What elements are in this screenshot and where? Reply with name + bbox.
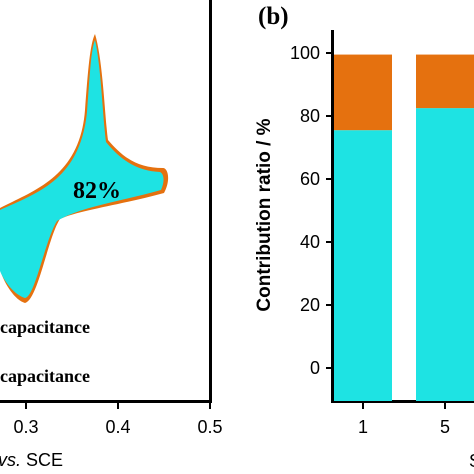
bar-capacitive xyxy=(334,130,392,402)
x-axis-title-a: vs. SCE xyxy=(0,450,63,470)
x-tick-label-b: 1 xyxy=(358,417,368,437)
y-axis-title-b: Contribution ratio / % xyxy=(254,118,275,311)
x-tick-label-a: 0.5 xyxy=(197,417,222,437)
bar-diffusion xyxy=(416,54,474,109)
x-tick-label-a: 0.4 xyxy=(105,417,130,437)
y-tick-label-b: 40 xyxy=(300,232,320,252)
legend-label-1: capacitance xyxy=(0,317,90,337)
x-axis-title-italic: vs. xyxy=(0,450,21,470)
percentage-annotation: 82% xyxy=(73,178,121,204)
x-tick-label-b: 5 xyxy=(440,417,450,437)
panel-a: 82% capacitance capacitance 0.3 0.4 0.5 vs… xyxy=(0,0,223,470)
y-tick-label-b: 0 xyxy=(310,358,320,378)
x-tick-label-a: 0.3 xyxy=(13,417,38,437)
panel-b: (b) Contribution ratio / % 020406080100 … xyxy=(254,3,474,471)
y-tick-label-b: 100 xyxy=(290,43,320,63)
bar-capacitive xyxy=(416,108,474,401)
y-tick-label-b: 20 xyxy=(300,295,320,315)
y-tick-label-b: 60 xyxy=(300,169,320,189)
panel-label-b: (b) xyxy=(258,3,289,30)
cv-inner-fill xyxy=(0,40,164,298)
x-axis-title-suffix: SCE xyxy=(26,450,63,470)
bar-diffusion xyxy=(334,54,392,131)
x-axis-title-b: S xyxy=(469,451,474,471)
legend-label-2: capacitance xyxy=(0,366,90,386)
y-tick-label-b: 80 xyxy=(300,106,320,126)
